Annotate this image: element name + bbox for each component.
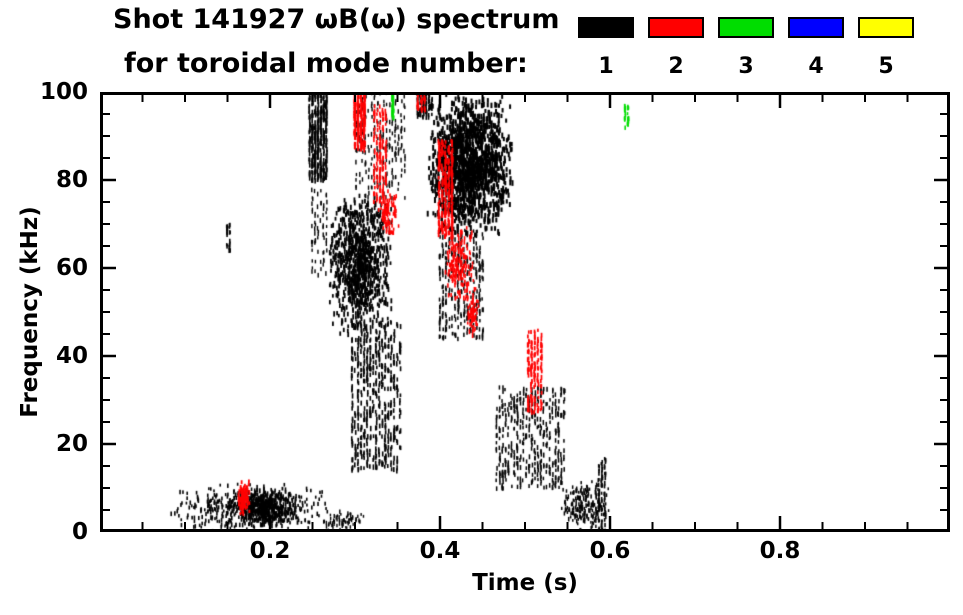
legend-label-1: 1 xyxy=(598,54,614,79)
legend-label-3: 3 xyxy=(738,54,754,79)
x-tick-label: 0.2 xyxy=(249,538,291,564)
legend-swatch-1 xyxy=(578,17,634,38)
chart-subtitle: for toroidal mode number: xyxy=(124,48,528,79)
x-tick-label: 0.6 xyxy=(589,538,631,564)
legend-label-2: 2 xyxy=(668,54,684,79)
y-tick-label: 80 xyxy=(55,167,88,193)
y-tick-label: 40 xyxy=(55,343,88,369)
x-tick-label: 0.4 xyxy=(419,538,461,564)
y-tick-label: 100 xyxy=(39,79,88,105)
legend-swatch-3 xyxy=(718,17,774,38)
x-axis-title: Time (s) xyxy=(472,570,578,596)
y-tick-label: 60 xyxy=(55,255,88,281)
chart-title: Shot 141927 ωB(ω) spectrum xyxy=(113,4,560,35)
axes-frame xyxy=(100,92,950,532)
y-tick-label: 0 xyxy=(71,519,88,545)
spectrogram-canvas xyxy=(100,92,950,532)
legend-label-5: 5 xyxy=(878,54,894,79)
legend: 1 2 3 4 5 xyxy=(0,0,963,90)
y-axis-title: Frequency (kHz) xyxy=(17,206,43,418)
legend-swatch-4 xyxy=(788,17,844,38)
legend-swatch-5 xyxy=(858,17,914,38)
plot-area xyxy=(100,92,950,532)
legend-label-4: 4 xyxy=(808,54,824,79)
y-tick-label: 20 xyxy=(55,431,88,457)
x-tick-label: 0.8 xyxy=(759,538,801,564)
legend-swatch-2 xyxy=(648,17,704,38)
